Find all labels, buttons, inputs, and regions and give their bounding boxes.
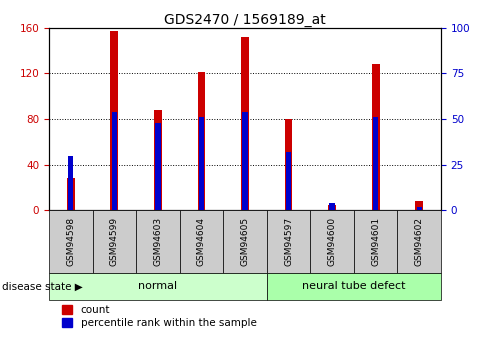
Bar	[310, 210, 354, 273]
Bar	[199, 117, 204, 210]
Text: neural tube defect: neural tube defect	[302, 282, 406, 291]
Bar	[416, 207, 422, 210]
Bar	[416, 201, 423, 210]
Text: GSM94599: GSM94599	[110, 217, 119, 266]
Bar	[329, 203, 335, 210]
Bar	[93, 210, 136, 273]
Bar	[267, 273, 441, 300]
Text: GSM94602: GSM94602	[415, 217, 424, 266]
Bar	[285, 119, 293, 210]
Bar	[372, 64, 380, 210]
Text: GSM94598: GSM94598	[66, 217, 75, 266]
Bar	[154, 110, 162, 210]
Bar	[241, 37, 249, 210]
Bar	[136, 210, 180, 273]
Bar	[328, 205, 336, 210]
Bar	[110, 31, 118, 210]
Text: GSM94605: GSM94605	[241, 217, 249, 266]
Bar	[397, 210, 441, 273]
Text: GSM94597: GSM94597	[284, 217, 293, 266]
Legend: count, percentile rank within the sample: count, percentile rank within the sample	[62, 305, 257, 328]
Bar	[286, 152, 291, 210]
Title: GDS2470 / 1569189_at: GDS2470 / 1569189_at	[164, 12, 326, 27]
Bar	[112, 112, 117, 210]
Bar	[180, 210, 223, 273]
Bar	[49, 210, 93, 273]
Text: normal: normal	[138, 282, 177, 291]
Bar	[197, 72, 205, 210]
Bar	[267, 210, 310, 273]
Text: GSM94600: GSM94600	[328, 217, 337, 266]
Bar	[67, 178, 74, 210]
Bar	[155, 123, 161, 210]
Bar	[243, 112, 247, 210]
Bar	[223, 210, 267, 273]
Bar	[49, 273, 267, 300]
Bar	[68, 156, 73, 210]
Text: GSM94601: GSM94601	[371, 217, 380, 266]
Text: disease state ▶: disease state ▶	[2, 282, 83, 291]
Bar	[354, 210, 397, 273]
Text: GSM94603: GSM94603	[153, 217, 162, 266]
Text: GSM94604: GSM94604	[197, 217, 206, 266]
Bar	[373, 117, 378, 210]
